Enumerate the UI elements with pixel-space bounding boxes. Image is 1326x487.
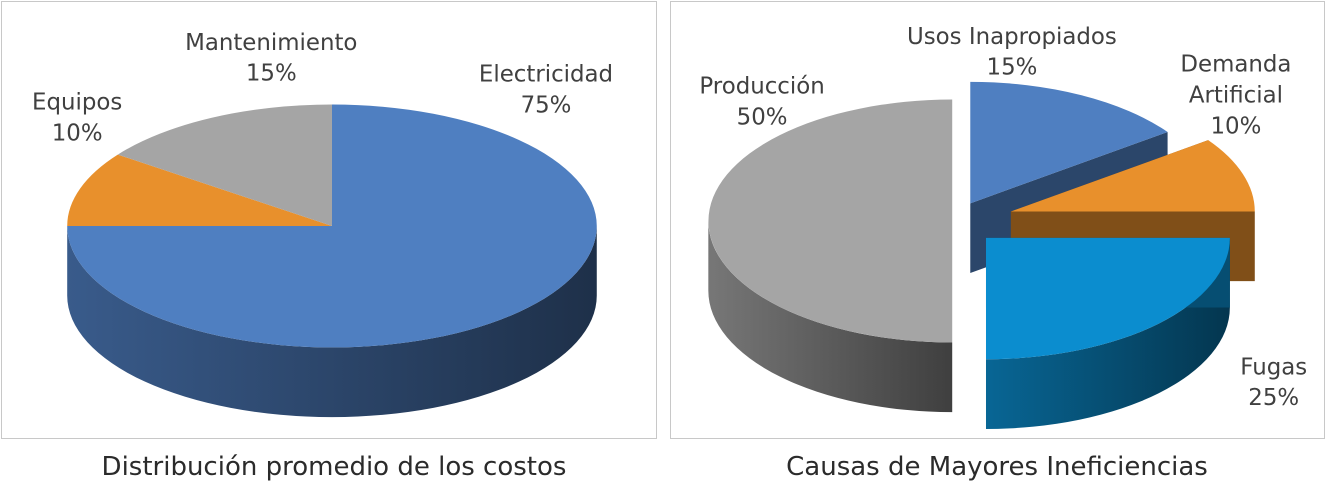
slice-value-equipos: 10% <box>52 120 103 146</box>
slice-produccion <box>708 99 953 343</box>
slice-labels: Usos Inapropiados 15% Demanda Artificial 10%… <box>699 24 1307 411</box>
slice-value-produccion: 50% <box>737 104 788 130</box>
slice-side-produccion <box>708 220 953 413</box>
slice-label-mantenimiento: Mantenimiento 15% <box>185 30 357 87</box>
slice-value-mantenimiento: 15% <box>246 61 297 87</box>
cost-distribution-chart: Electricidad 75% Equipos 10% Mantenimiento 15… <box>1 1 657 439</box>
slice-label-equipos: Equipos 10% <box>32 90 122 147</box>
inefficiency-causes-chart: Usos Inapropiados 15% Demanda Artificial 10%… <box>670 1 1325 439</box>
pie-sides <box>67 225 597 418</box>
pie-tops <box>67 104 597 348</box>
slice-value-usos-inapropiados: 15% <box>987 55 1038 81</box>
slice-label-produccion: Producción 50% <box>699 74 824 131</box>
slice-fugas <box>985 237 1230 360</box>
slice-value-demanda-artificial: 10% <box>1210 113 1261 139</box>
pie-tops <box>708 81 1255 360</box>
slice-value-fugas: 25% <box>1248 385 1299 411</box>
slice-usos-inapropiados <box>970 81 1168 204</box>
slice-label-fugas: Fugas 25% <box>1240 354 1307 411</box>
slice-labels: Electricidad 75% Equipos 10% Mantenimiento 15… <box>32 30 613 147</box>
slice-value-electricidad: 75% <box>521 92 572 118</box>
slice-side-fugas <box>985 237 1230 429</box>
slice-label-electricidad: Electricidad 75% <box>479 62 613 119</box>
cost-distribution-title: Distribución promedio de los costos <box>101 452 567 482</box>
slice-mantenimiento <box>117 104 332 226</box>
slice-label-demanda-artificial: Demanda Artificial 10% <box>1180 52 1291 140</box>
slice-side-electricidad <box>67 225 597 418</box>
slice-label-usos-inapropiados: Usos Inapropiados 15% <box>907 24 1117 81</box>
cost-distribution-pie: Electricidad 75% Equipos 10% Mantenimiento 15… <box>32 30 613 418</box>
slice-equipos <box>67 154 332 226</box>
inefficiency-causes-pie: Usos Inapropiados 15% Demanda Artificial 10%… <box>699 24 1307 429</box>
slice-demanda-artificial <box>1010 140 1255 212</box>
inefficiency-causes-title: Causas de Mayores Ineficiencias <box>786 452 1208 482</box>
